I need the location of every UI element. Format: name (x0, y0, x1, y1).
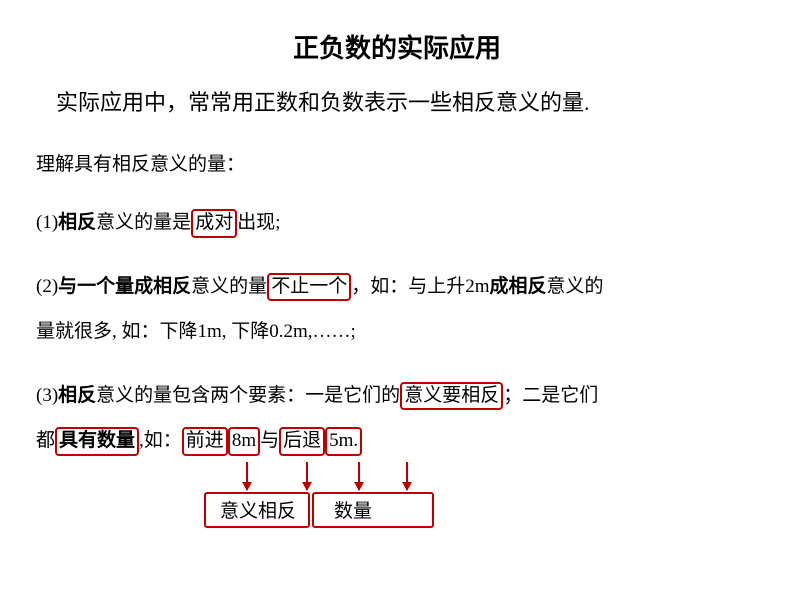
p3-l2-mid2: 与 (260, 430, 279, 451)
arrow-2 (306, 462, 308, 490)
p2-bold1: 与一个量成相反 (58, 276, 191, 297)
subtitle: 实际应用中，常常用正数和负数表示一些相反意义的量. (0, 65, 794, 117)
p3-after: ；二是它们 (503, 385, 598, 406)
p3-highlight-box2: 具有数量 (55, 427, 139, 456)
p2-bold2: 成相反 (489, 276, 546, 297)
p2-prefix: (2) (36, 276, 58, 297)
point-1: (1)相反意义的量是成对出现; (0, 176, 794, 246)
p3-line1: (3)相反意义的量包含两个要素：一是它们的意义要相反；二是它们 (36, 373, 758, 419)
p1-mid: 意义的量是 (96, 212, 191, 233)
diagram-box-quantity (312, 492, 434, 528)
annotation-diagram: 意义相反 数量 (186, 460, 586, 550)
page-title: 正负数的实际应用 (0, 0, 794, 65)
p2-highlight-box: 不止一个 (267, 273, 351, 302)
arrow-4 (406, 462, 408, 490)
p3-prefix: (3) (36, 385, 58, 406)
point-3: (3)相反意义的量包含两个要素：一是它们的意义要相反；二是它们 都具有数量,如：… (0, 355, 794, 464)
p3-mid: 意义的量包含两个要素：一是它们的 (96, 385, 400, 406)
p3-highlight-box5: 后退 (279, 427, 325, 456)
p1-suffix: 出现; (237, 212, 280, 233)
p3-l2-mid1: ,如： (139, 430, 182, 451)
p1-highlight-box: 成对 (191, 209, 237, 238)
arrow-1 (246, 462, 248, 490)
p2-end: 意义的 (547, 276, 604, 297)
p3-highlight-box3: 前进 (182, 427, 228, 456)
p3-bold1: 相反 (58, 385, 96, 406)
p2-after: ，如：与上升2m (351, 276, 489, 297)
p2-line2: 量就很多, 如：下降1m, 下降0.2m,……; (36, 309, 758, 355)
p2-line1: (2)与一个量成相反意义的量不止一个，如：与上升2m成相反意义的 (36, 264, 758, 310)
p3-line2: 都具有数量,如：前进8m与后退5m. (36, 418, 758, 464)
p3-highlight-box1: 意义要相反 (400, 382, 503, 411)
point-2: (2)与一个量成相反意义的量不止一个，如：与上升2m成相反意义的 量就很多, 如… (0, 246, 794, 355)
section-heading: 理解具有相反意义的量： (0, 117, 794, 176)
p3-l2-prefix: 都 (36, 430, 55, 451)
p1-bold: 相反 (58, 212, 96, 233)
diagram-label-quantity: 数量 (334, 496, 372, 523)
arrow-3 (358, 462, 360, 490)
p1-prefix: (1) (36, 212, 58, 233)
p3-highlight-box6: 5m. (325, 427, 362, 456)
p3-highlight-box4: 8m (228, 427, 260, 456)
p2-mid: 意义的量 (191, 276, 267, 297)
diagram-label-meaning: 意义相反 (220, 496, 296, 523)
